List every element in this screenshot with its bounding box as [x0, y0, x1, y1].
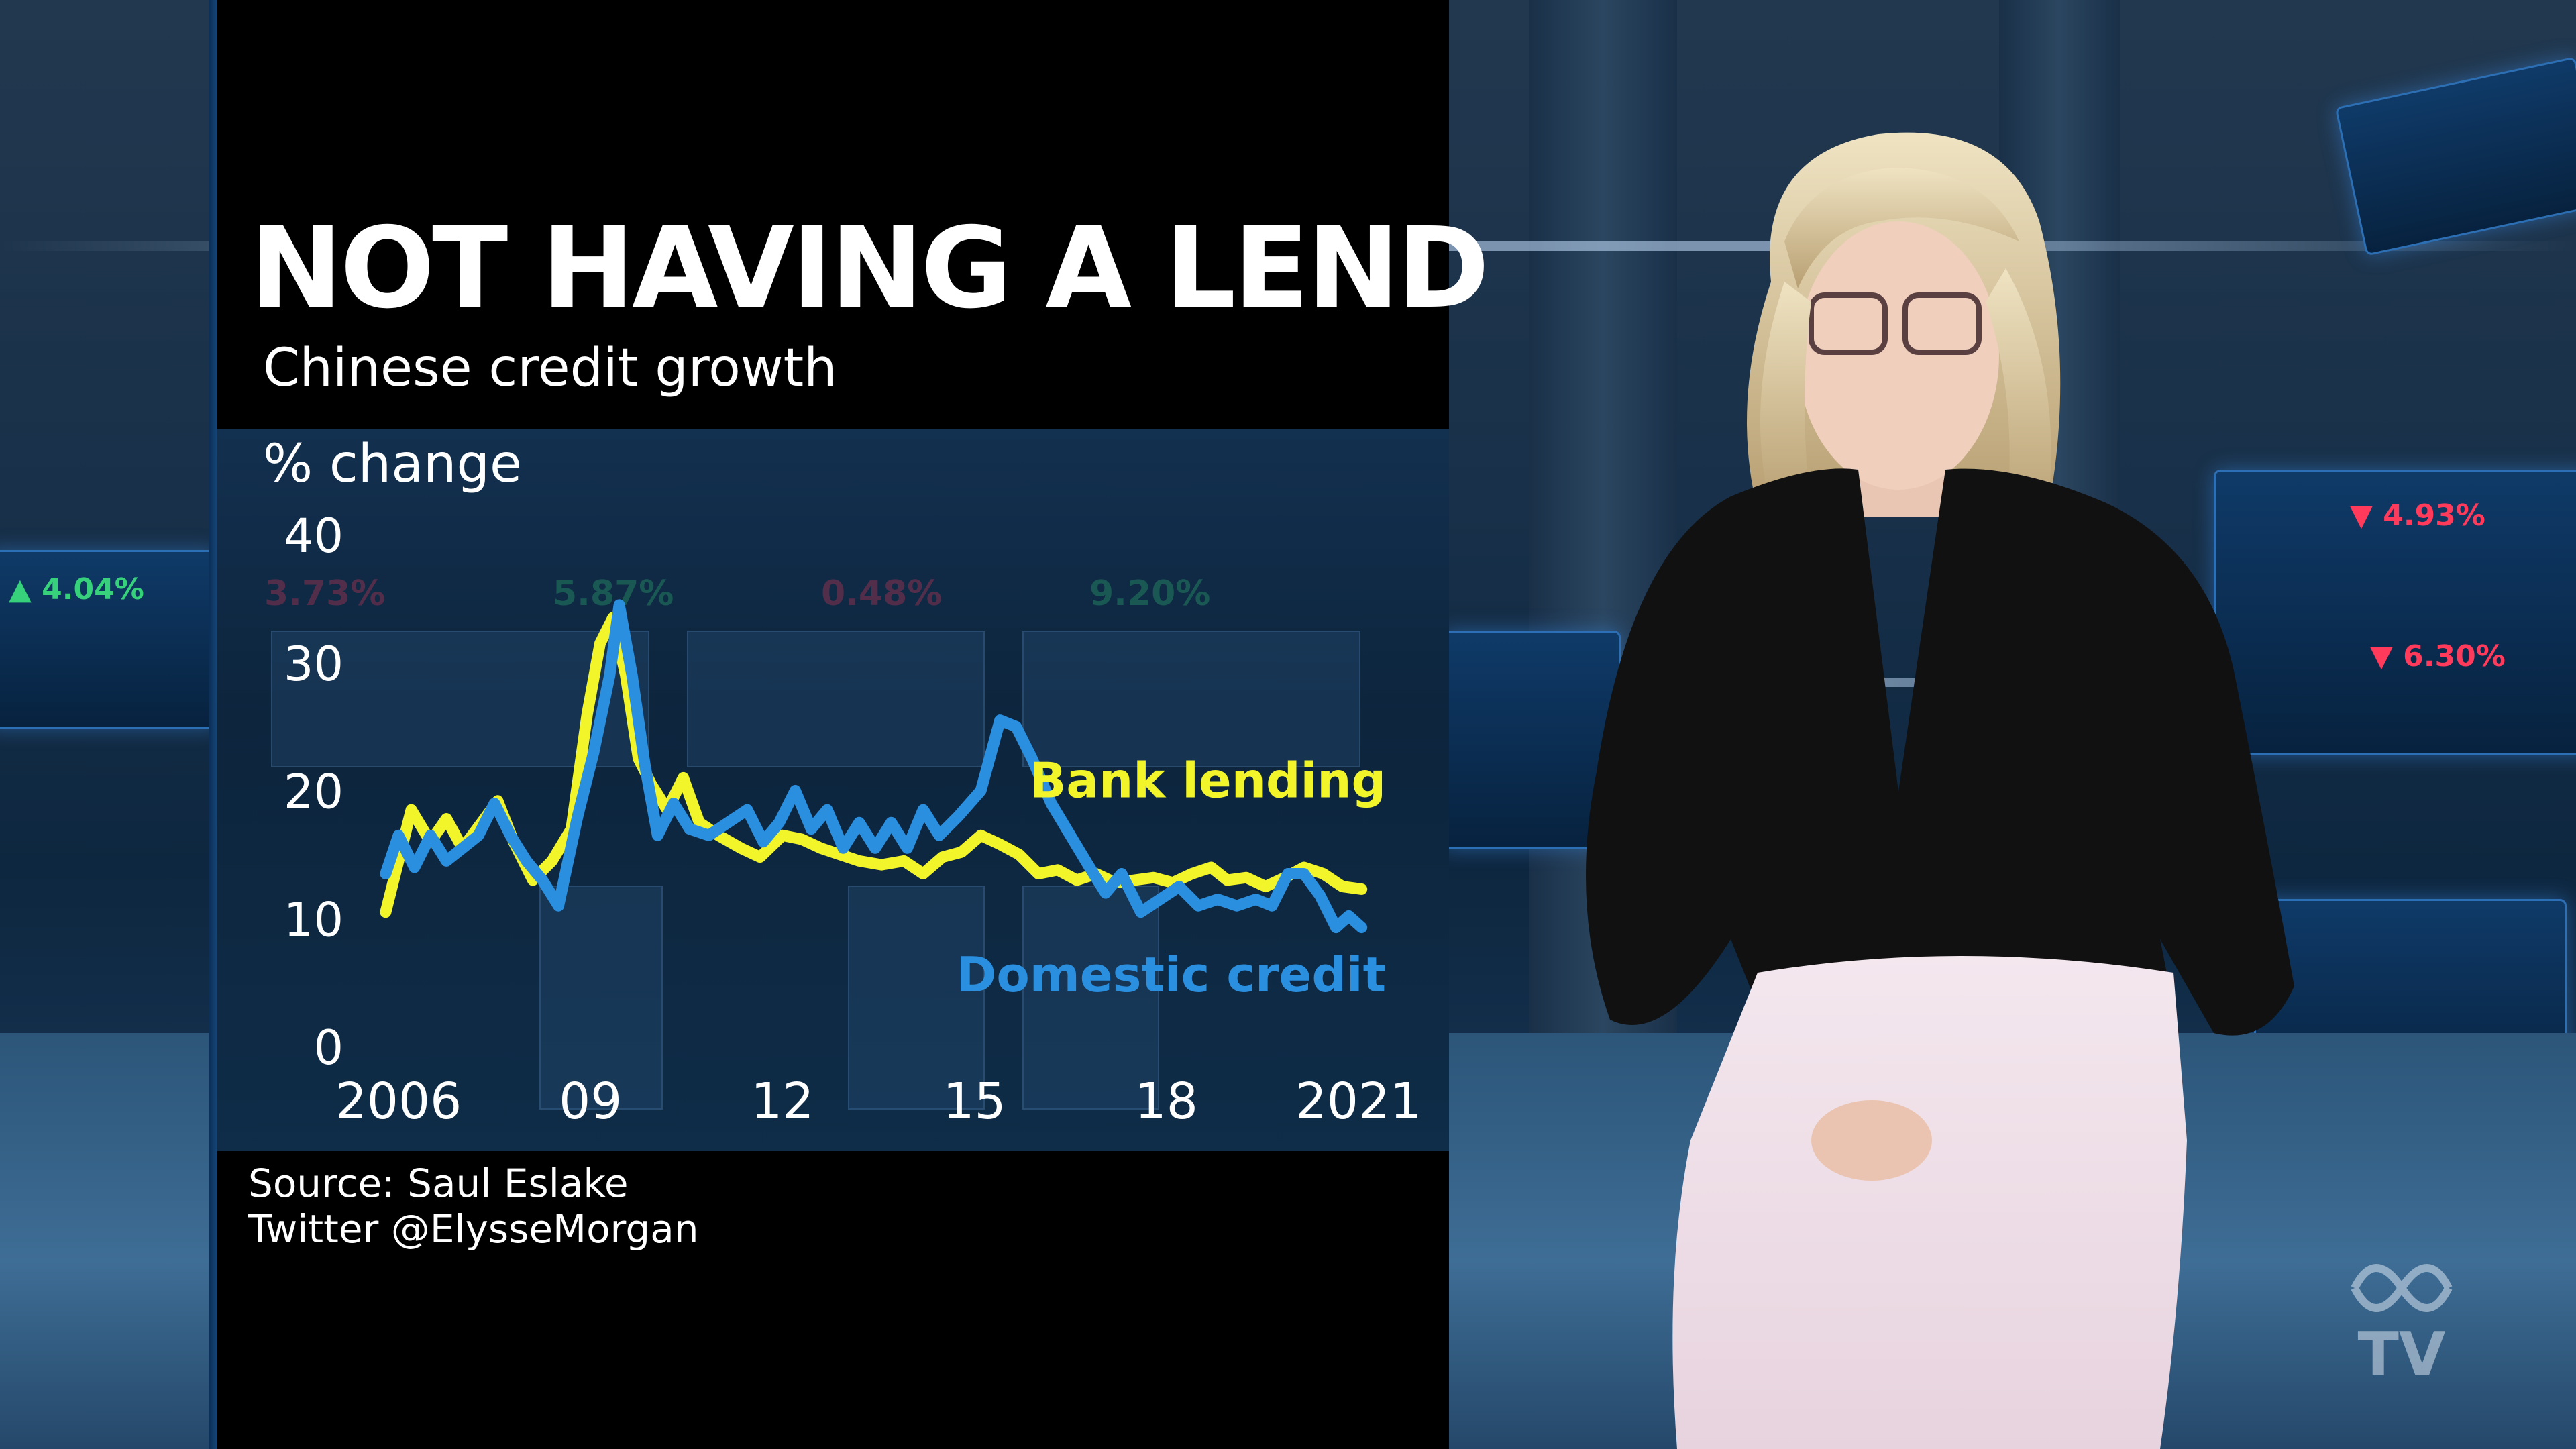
x-tick-label: 12 [751, 1073, 814, 1130]
presenter-hair [1784, 168, 2019, 288]
plot-background-band: 3.73% 5.87% 0.48% 9.20% [217, 429, 1449, 1151]
x-tick-label: 09 [559, 1073, 622, 1130]
abc-tv-logo-icon: TV [2351, 1264, 2453, 1389]
svg-text:TV: TV [2357, 1320, 2445, 1389]
y-tick-label: 40 [284, 508, 343, 564]
presenter-glasses [1902, 292, 1982, 355]
background-screen [1022, 631, 1360, 767]
studio-screen-right-upper: ▼ 4.93% ▼ 6.30% [2214, 470, 2576, 755]
background-ticker: 3.73% [264, 574, 386, 614]
presenter-hair [1760, 282, 1811, 510]
background-ticker: 9.20% [1089, 574, 1211, 614]
bank-lending-line [380, 612, 1368, 918]
x-tick-label: 18 [1135, 1073, 1198, 1130]
y-tick-label: 10 [284, 892, 343, 947]
presenter-hands [1811, 1100, 1932, 1181]
ticker-arrow-icon: ▼ [2370, 639, 2404, 674]
graphic-panel-edge [209, 0, 219, 1449]
chart-subtitle: Chinese credit growth [263, 338, 837, 398]
x-tick-label: 15 [943, 1073, 1006, 1130]
background-screen [848, 885, 985, 1110]
studio-ticker: ▲ 4.04% [9, 572, 144, 606]
background-screen [539, 885, 663, 1110]
presenter-face [1798, 221, 1999, 490]
y-tick-label: 30 [284, 637, 343, 692]
x-tick-label: 2021 [1295, 1073, 1421, 1130]
ticker-arrow-icon: ▼ [2350, 498, 2383, 533]
presenter-glasses [1809, 292, 1888, 355]
presenter-skirt [1672, 956, 2187, 1449]
chart-source: Source: Saul Eslake Twitter @ElysseMorga… [248, 1161, 699, 1252]
x-tick-label: 2006 [335, 1073, 462, 1130]
presenter-hair [1986, 268, 2051, 523]
studio-screen-left: ▲ 4.04% [0, 550, 219, 729]
bank-lending-label: Bank lending [1030, 753, 1386, 809]
presenter-blouse [1586, 468, 2294, 1036]
background-screen [1022, 885, 1159, 1110]
background-screen [687, 631, 985, 767]
y-tick-label: 20 [284, 765, 343, 820]
y-tick-label: 0 [313, 1020, 343, 1075]
chart-title: NOT HAVING A LEND [250, 204, 1490, 333]
y-axis-label: % change [263, 434, 522, 494]
studio-ticker: ▼ 4.93% [2350, 498, 2485, 533]
background-ticker: 0.48% [821, 574, 943, 614]
ticker-arrow-icon: ▲ [9, 572, 42, 606]
studio-ticker: ▼ 6.30% [2370, 639, 2506, 674]
domestic-credit-label: Domestic credit [957, 947, 1386, 1003]
domestic-credit-line [380, 599, 1368, 934]
twitter-handle: Twitter @ElysseMorgan [248, 1206, 699, 1252]
source-credit: Source: Saul Eslake [248, 1161, 629, 1206]
